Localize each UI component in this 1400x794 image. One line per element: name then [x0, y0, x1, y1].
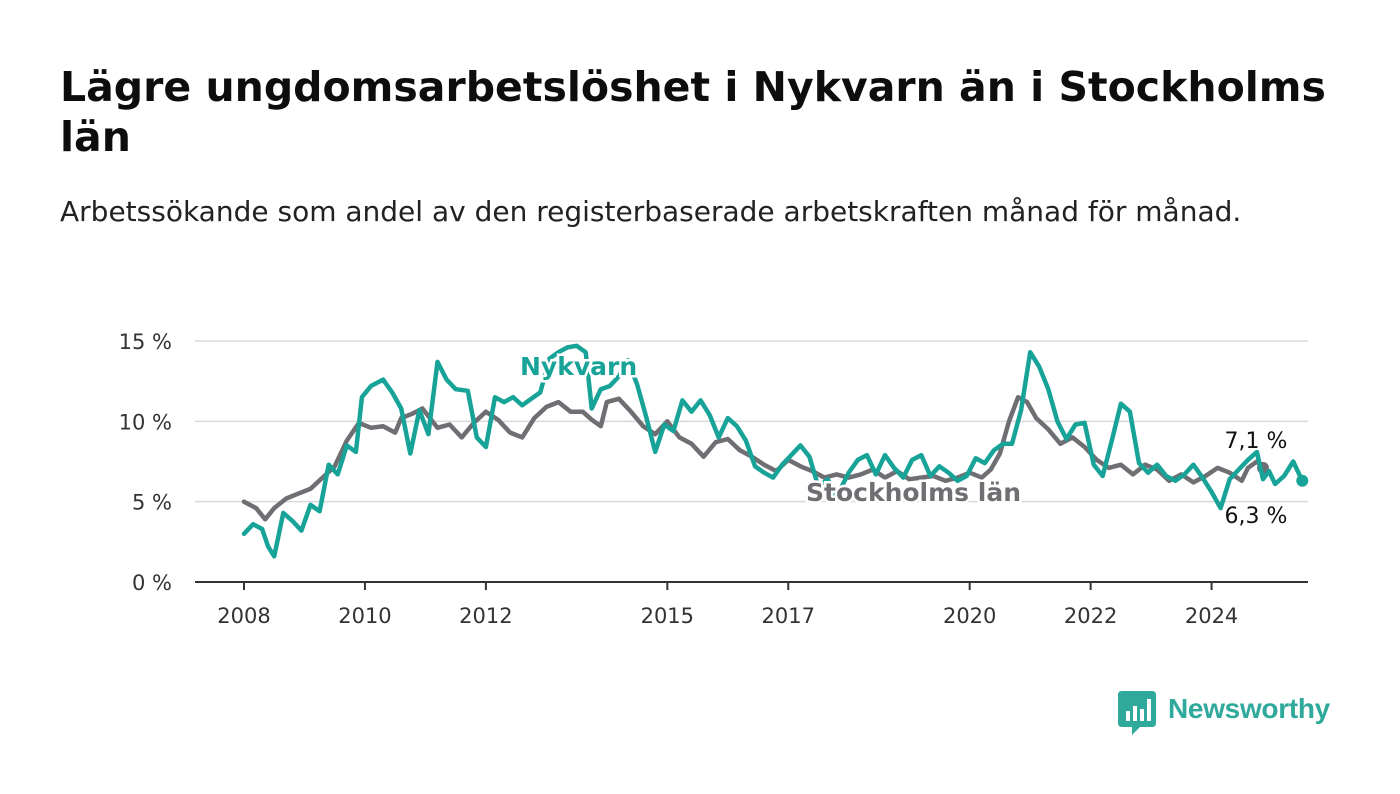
- x-tick-label: 2022: [1064, 604, 1117, 628]
- series-lines: [241, 343, 1309, 559]
- x-tick-label: 2017: [762, 604, 815, 628]
- y-tick-label: 10 %: [119, 410, 172, 434]
- series-labels: Stockholms län 7,1 % Nykvarn 6,3 %: [518, 350, 1290, 531]
- series-end-marker: [1296, 474, 1309, 487]
- x-tick-label: 2020: [943, 604, 996, 628]
- series-line: [241, 343, 1305, 559]
- series-name-label: Stockholms län: [806, 478, 1021, 507]
- bar-chart-speech-icon: [1118, 691, 1156, 735]
- x-tick-label: 2024: [1185, 604, 1238, 628]
- y-tick-label: 15 %: [119, 330, 172, 354]
- series-line: [241, 394, 1266, 522]
- y-axis-tick-labels: 0 % 5 % 10 % 15 %: [119, 330, 172, 595]
- y-tick-label: 0 %: [132, 571, 172, 595]
- x-axis: 2008 2010 2012 2015 2017 2020 2022 2024: [195, 581, 1308, 628]
- x-tick-label: 2010: [338, 604, 391, 628]
- series-end-label: 7,1 %: [1225, 429, 1288, 454]
- brand-name: Newsworthy: [1168, 693, 1330, 724]
- x-tick-label: 2015: [641, 604, 694, 628]
- series-name-label: Nykvarn: [520, 352, 637, 381]
- gridlines: [195, 340, 1308, 503]
- chart-subtitle: Arbetssökande som andel av den registerb…: [60, 195, 1242, 228]
- chart-title: Lägre ungdomsarbetslöshet i Nykvarn än i…: [60, 63, 1326, 161]
- line-chart: 0 %5 %10 %15 % 2008 2010 2012 2015 2017 2020 2…: [119, 330, 1309, 628]
- brand-logo: Newsworthy: [1118, 689, 1348, 737]
- y-tick-label: 5 %: [132, 491, 172, 515]
- x-tick-label: 2012: [459, 604, 512, 628]
- x-tick-label: 2008: [217, 604, 270, 628]
- series-end-label: 6,3 %: [1225, 504, 1288, 529]
